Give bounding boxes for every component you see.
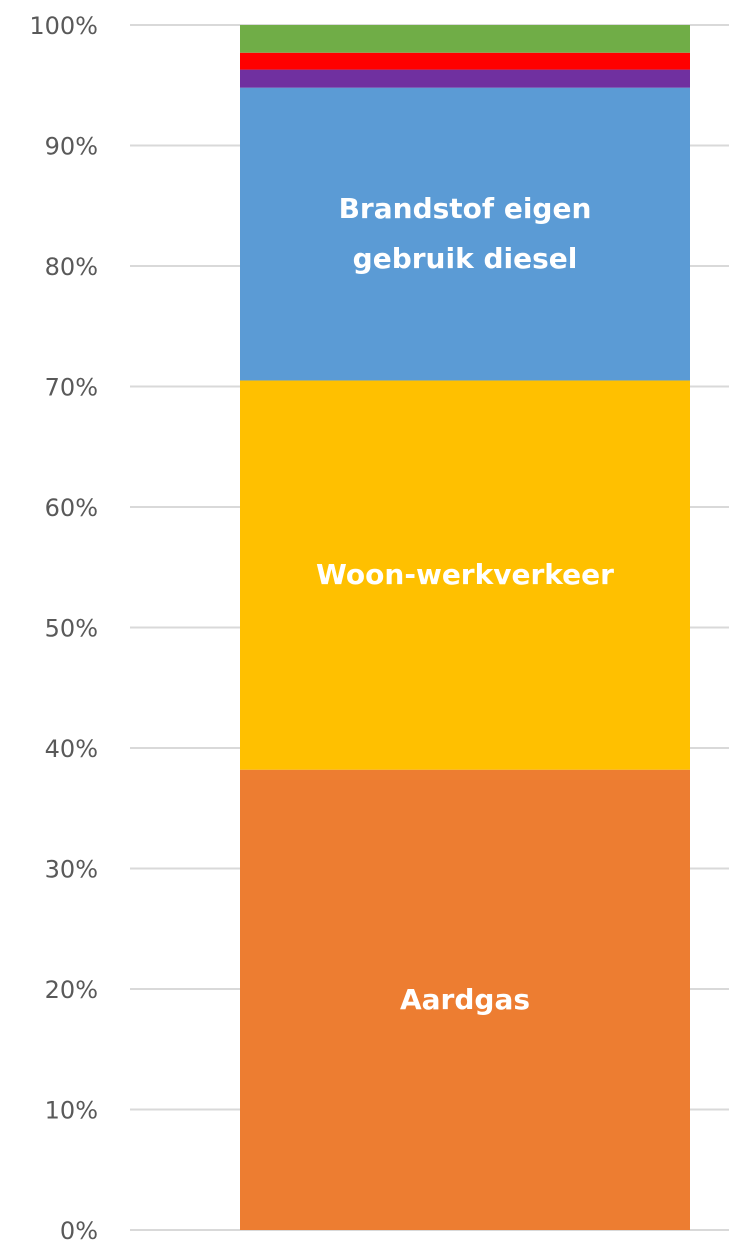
y-tick-label: 30%	[45, 856, 98, 884]
bar-segment	[240, 69, 690, 88]
segment-label: Aardgas	[240, 975, 690, 1025]
bar-segment	[240, 769, 690, 1230]
bar-segment	[240, 25, 690, 53]
segment-label-text: Woon-werkverkeer	[316, 558, 614, 592]
segment-label-text: Brandstof eigen gebruik diesel	[338, 192, 592, 276]
y-tick-label: 80%	[45, 253, 98, 281]
y-tick-label: 70%	[45, 374, 98, 402]
bar-segment	[240, 87, 690, 381]
y-tick-label: 50%	[45, 615, 98, 643]
y-tick-label: 60%	[45, 494, 98, 522]
y-tick-label: 0%	[60, 1217, 98, 1242]
y-tick-label: 20%	[45, 976, 98, 1004]
segment-label-text: Aardgas	[399, 982, 531, 1016]
bar-segment	[240, 52, 690, 70]
y-tick-label: 40%	[45, 735, 98, 763]
segment-label: Woon-werkverkeer	[240, 550, 690, 600]
segment-label: Brandstof eigen gebruik diesel	[240, 184, 690, 284]
y-tick-label: 10%	[45, 1097, 98, 1125]
y-tick-label: 90%	[45, 133, 98, 161]
y-tick-label: 100%	[29, 12, 98, 40]
bar-segment	[240, 380, 690, 770]
